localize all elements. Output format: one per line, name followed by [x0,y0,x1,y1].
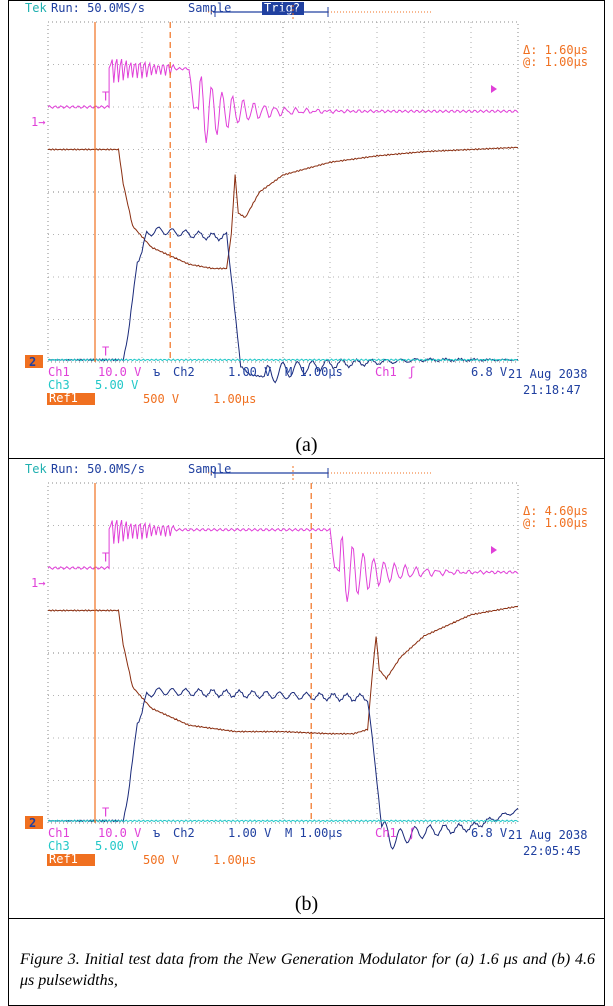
trigger-level: 6.8 V [471,365,507,379]
ch3-label: Ch3 [48,378,70,392]
ref1-label: Ref1 [49,852,78,866]
cursor-delta-readout: Δ: 4.60μs [523,504,588,518]
sublabel-b: (b) [294,893,319,915]
bw-icon: ъ [153,826,160,840]
ch2-scale: 1.00 V [228,365,271,379]
trig-status-text: Trig? [264,1,300,15]
status-brand: Tek [25,462,47,476]
sublabel-a: (a) [295,434,318,456]
timebase: M 1.00μs [285,826,343,840]
figure-caption: Figure 3. Initial test data from the New… [20,951,595,989]
scope-date: 21 Aug 2038 [508,828,587,842]
trigger-bracket [208,466,433,481]
trigger-source: Ch1 [375,826,397,840]
ch3-scale: 5.00 V [95,378,138,392]
cursor-at-readout: @: 1.00μs [523,516,588,530]
cursor-delta-readout: Δ: 1.60μs [523,43,588,57]
ch1-scale: 10.0 V [98,365,141,379]
ref1-time: 1.00μs [213,853,256,867]
ref1-label-group: Ref1 [47,391,95,405]
graticule [47,482,519,824]
trigger-slope-icon: ʃ [408,826,415,840]
scope-panel-b: Tek Run: 50.0MS/s Sample Δ: 4.60μs @: 1.00μs… [23,461,601,899]
ch2-scale: 1.00 V [228,826,271,840]
ch2-label: Ch2 [173,826,195,840]
divider-b [8,918,605,919]
status-run: Run: 50.0MS/s [51,462,145,476]
status-mode: Sample [188,462,231,476]
ref1-badge [47,854,95,866]
ch1-ground-marker: 1→ [31,576,45,590]
trigger-source: Ch1 [375,365,397,379]
trace-ch1 [47,519,519,602]
trace-ch3 [47,358,519,362]
trigger-t-marker-ch3: T [102,345,109,359]
scope-time: 22:05:45 [523,844,581,858]
trace-ch2 [47,687,519,850]
trigger-level-arrow [491,546,497,554]
ref1-scale: 500 V [143,853,179,867]
trace-ref1 [47,146,519,270]
ref1-scale: 500 V [143,392,179,406]
scope-svg: Tek Run: 50.0MS/s Sample Δ: 4.60μs@: 1.00μs… [25,462,588,867]
scope-panel-a: Tek Run: 50.0MS/s Sample Trig? Δ: 1.60μs @: 1… [23,0,601,438]
ref-marker-box [25,816,43,829]
ref1-label-group: Ref1 [47,852,95,866]
trace-ch3 [47,819,519,823]
ch1-label: Ch1 [48,365,70,379]
graticule [47,21,519,363]
trigger-level: 6.8 V [471,826,507,840]
bw-icon: ъ [153,365,160,379]
trigger-level-arrow [491,85,497,93]
ch2-ground-marker: 2 [25,355,43,369]
scope-date: 21 Aug 2038 [508,367,587,381]
trigger-bracket [208,5,433,20]
trig-status: Trig? [262,1,304,15]
graticule-border [47,482,519,824]
ch2-ground-marker: 2 [25,816,43,830]
ref1-time: 1.00μs [213,392,256,406]
status-mode: Sample [188,1,231,15]
ch1-label: Ch1 [48,826,70,840]
ch3-label: Ch3 [48,839,70,853]
scope-time: 21:18:47 [523,383,581,397]
ch1-scale: 10.0 V [98,826,141,840]
status-brand: Tek [25,1,47,15]
trigger-t-marker-ch1: T [102,90,109,104]
trigger-t-marker-ch1: T [102,551,109,565]
ref-marker-box [25,355,43,368]
trace-ch1 [47,58,519,144]
ch3-scale: 5.00 V [95,839,138,853]
trigger-t-marker-ch3: T [102,806,109,820]
cursor-at-readout: @: 1.00μs [523,55,588,69]
ch2-label: Ch2 [173,365,195,379]
scope-svg: Tek Run: 50.0MS/s Sample Trig? Δ: 1.60μs@: 1… [25,1,588,406]
ch2-marker-text: 2 [29,816,36,830]
divider-a [8,458,605,459]
status-run: Run: 50.0MS/s [51,1,145,15]
ch2-marker-text: 2 [29,355,36,369]
ref1-label: Ref1 [49,391,78,405]
trace-ref1 [47,605,519,736]
trigger-slope-icon: ʃ [408,365,415,379]
timebase: M 1.00μs [285,365,343,379]
ch1-ground-marker: 1→ [31,115,45,129]
ref1-badge [47,393,95,405]
